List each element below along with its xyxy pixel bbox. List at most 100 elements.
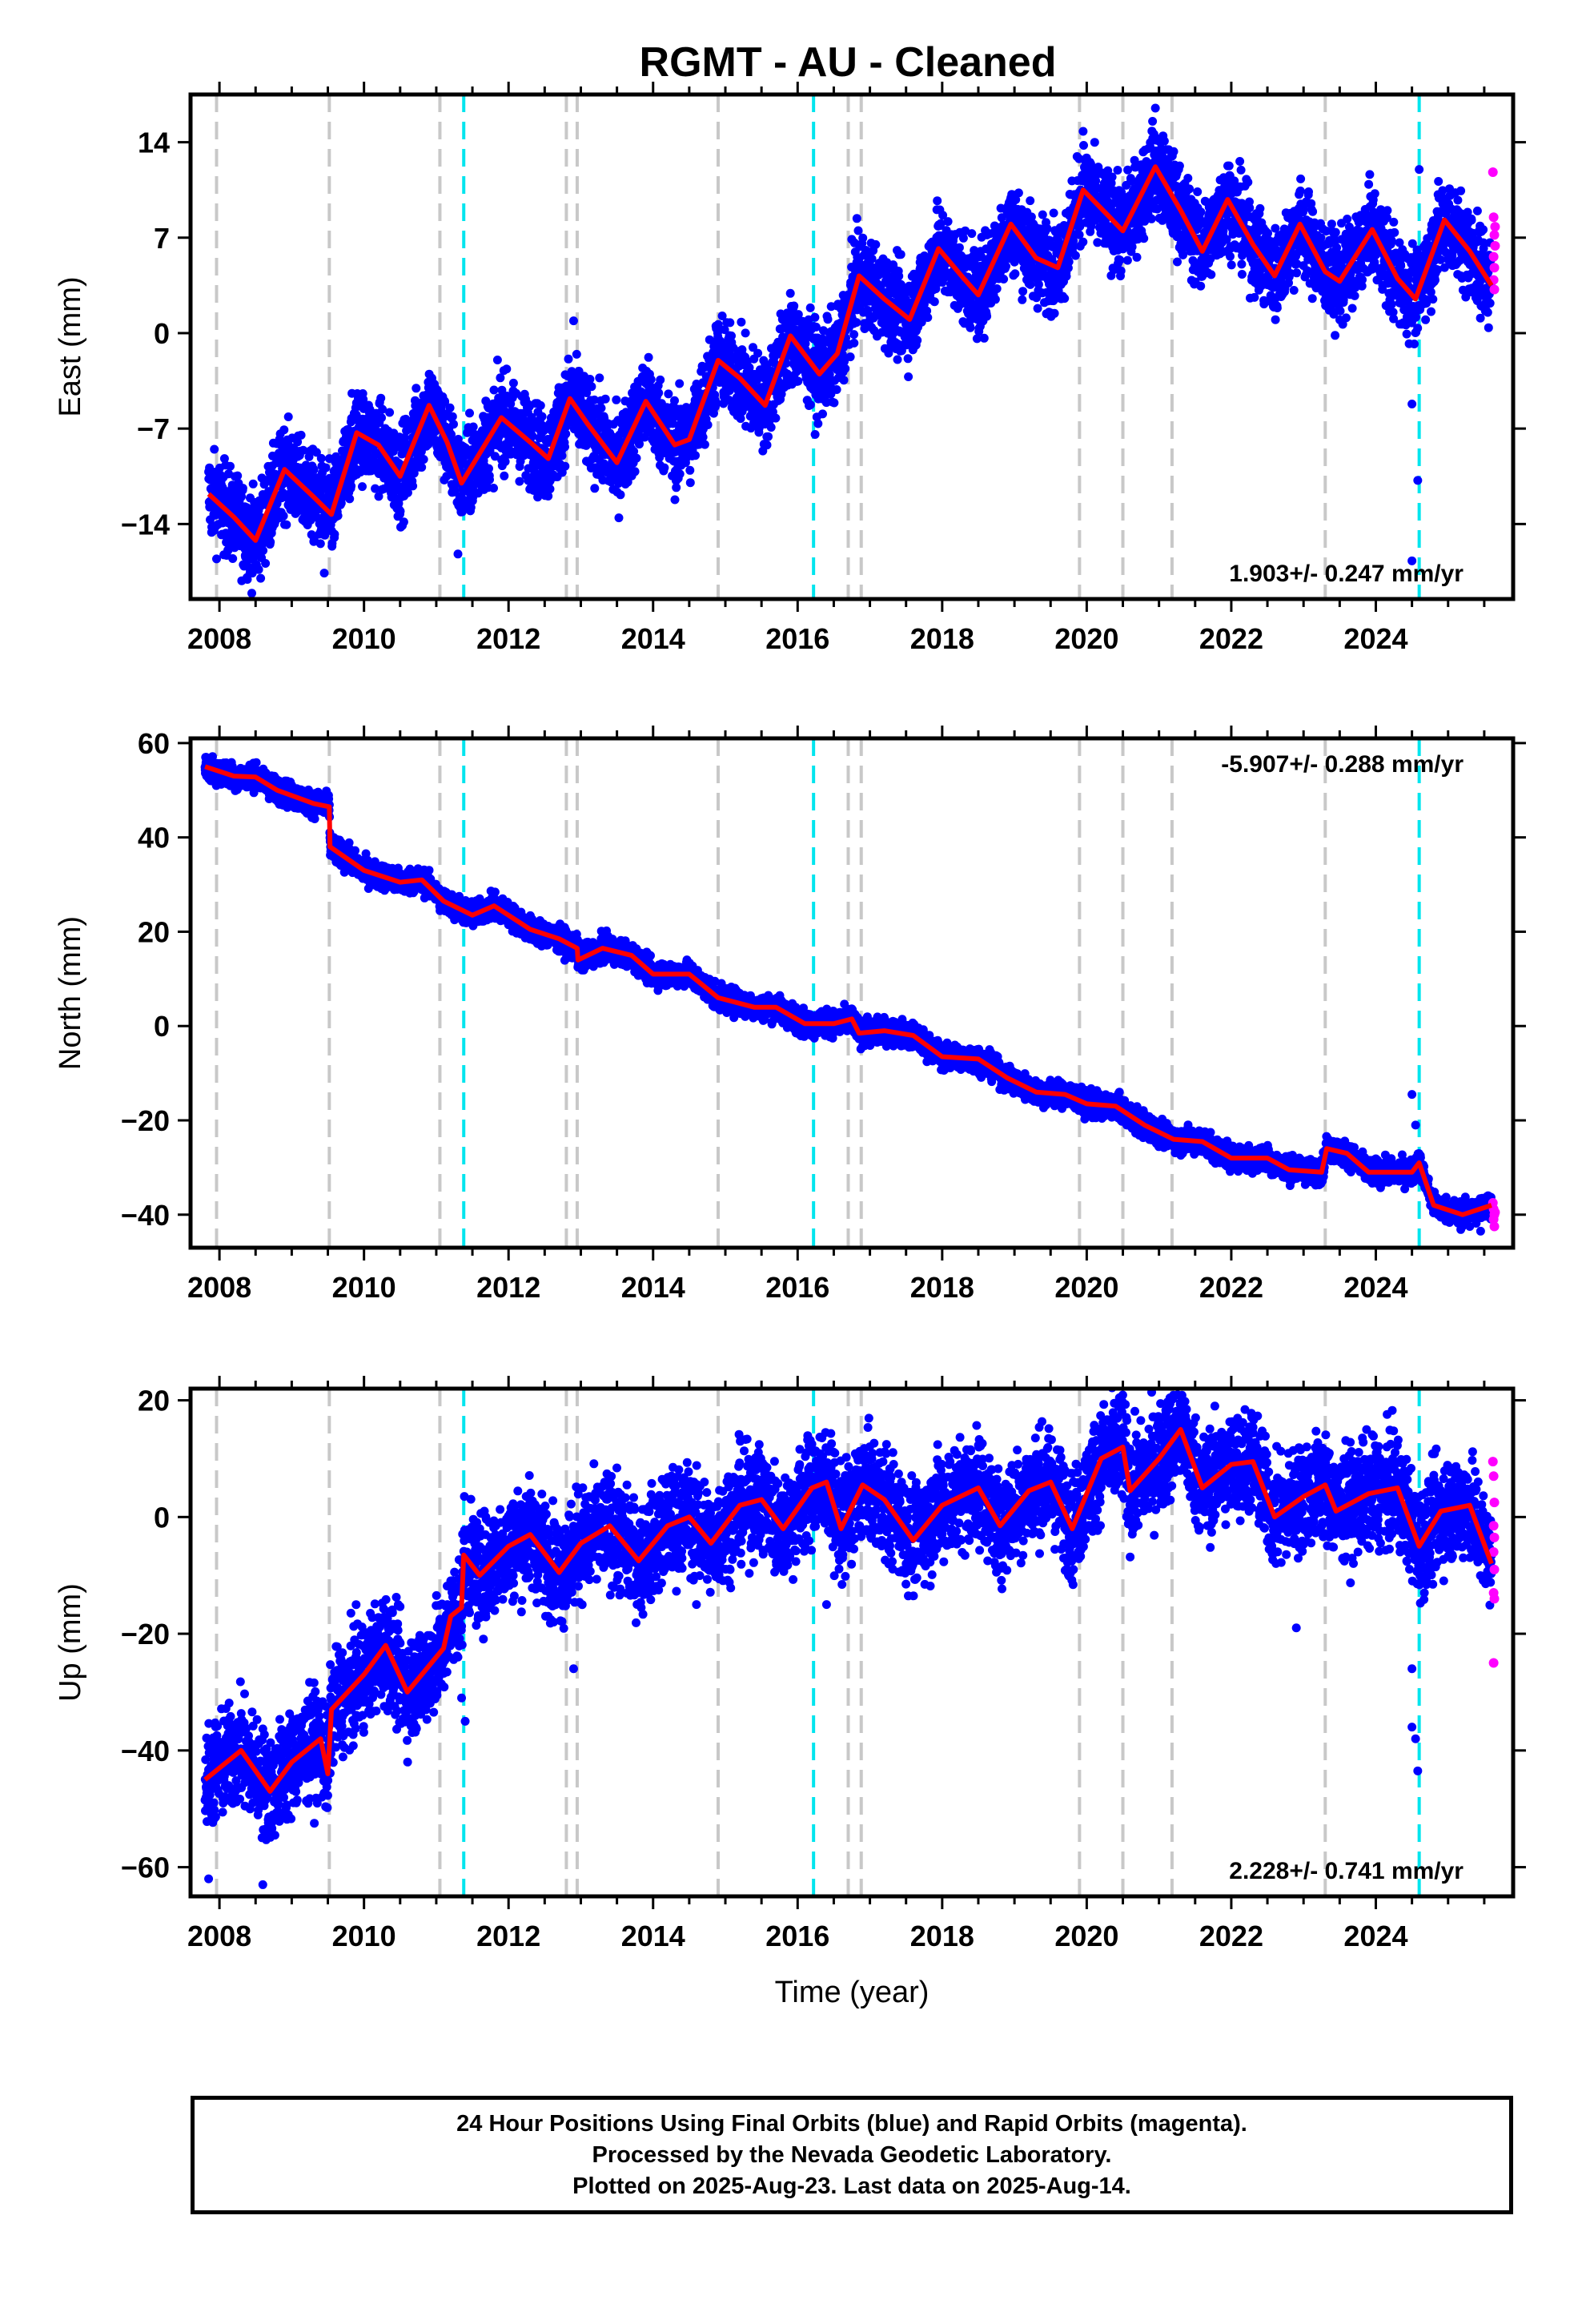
data-point xyxy=(466,503,476,513)
data-point xyxy=(408,481,418,491)
data-point xyxy=(512,450,521,460)
data-point xyxy=(489,385,499,395)
data-point xyxy=(1049,208,1058,218)
data-point xyxy=(564,354,573,364)
data-point xyxy=(670,396,679,405)
data-point xyxy=(829,398,839,408)
data-point xyxy=(330,529,339,539)
data-point xyxy=(832,385,841,394)
data-point xyxy=(600,394,610,404)
data-point xyxy=(256,573,266,583)
data-point xyxy=(502,364,512,374)
data-point xyxy=(587,382,596,392)
data-point xyxy=(377,413,386,423)
data-point xyxy=(789,301,799,311)
data-point xyxy=(589,395,599,404)
data-point xyxy=(793,376,803,386)
data-point xyxy=(1169,147,1178,156)
data-point xyxy=(445,403,455,412)
data-point xyxy=(515,476,524,486)
data-point xyxy=(1042,223,1052,233)
data-point xyxy=(283,412,293,421)
data-point xyxy=(614,513,624,523)
data-point xyxy=(394,499,404,509)
data-point xyxy=(248,479,258,489)
data-point xyxy=(266,537,275,547)
data-point xyxy=(664,389,673,399)
data-point xyxy=(376,393,386,403)
data-point xyxy=(1148,117,1158,126)
data-point xyxy=(923,313,933,322)
data-point xyxy=(810,430,820,439)
data-point xyxy=(468,422,478,432)
data-point xyxy=(1034,279,1043,289)
data-point xyxy=(1185,184,1195,194)
data-point xyxy=(966,323,975,332)
data-point xyxy=(1113,166,1122,175)
data-point xyxy=(1033,304,1042,313)
data-point xyxy=(228,554,238,563)
data-point xyxy=(1146,214,1156,223)
data-point xyxy=(449,420,458,429)
data-point xyxy=(867,254,877,263)
data-point xyxy=(448,412,457,421)
data-point xyxy=(210,444,219,454)
data-point xyxy=(545,485,555,494)
data-point xyxy=(943,217,953,227)
data-point xyxy=(852,214,861,223)
data-point xyxy=(417,463,427,472)
data-point xyxy=(321,463,331,472)
data-point xyxy=(316,453,326,463)
data-point xyxy=(1115,255,1125,265)
data-point xyxy=(1116,266,1126,275)
data-point xyxy=(1070,251,1080,260)
data-point xyxy=(703,420,713,429)
data-point xyxy=(497,385,507,395)
data-point xyxy=(660,463,669,472)
data-point xyxy=(1078,237,1088,247)
data-point xyxy=(805,400,815,409)
data-point xyxy=(296,430,306,440)
data-point xyxy=(725,318,735,328)
data-point xyxy=(489,484,498,493)
data-point xyxy=(1090,138,1099,147)
data-point xyxy=(399,517,408,527)
data-point xyxy=(572,349,581,359)
data-point xyxy=(893,355,902,364)
data-point xyxy=(440,397,450,407)
data-point xyxy=(282,520,291,529)
data-point xyxy=(656,375,665,384)
data-point xyxy=(1122,255,1132,265)
data-point xyxy=(247,589,256,598)
data-point xyxy=(496,373,505,383)
data-point xyxy=(700,440,709,449)
data-point xyxy=(1064,257,1074,267)
data-point xyxy=(1132,252,1142,262)
data-point xyxy=(818,409,827,419)
data-point xyxy=(396,506,405,516)
data-point xyxy=(465,408,474,418)
data-point xyxy=(544,492,553,501)
data-point xyxy=(810,312,820,322)
data-point xyxy=(371,484,380,493)
data-point xyxy=(279,425,289,435)
final-orbit-points xyxy=(204,117,1496,598)
data-point xyxy=(1060,294,1070,304)
data-point xyxy=(853,226,863,235)
data-point xyxy=(419,455,428,464)
data-point xyxy=(1062,271,1071,281)
data-point xyxy=(536,400,545,410)
data-point xyxy=(737,317,746,327)
data-point xyxy=(500,471,509,480)
data-point xyxy=(849,330,859,340)
data-point xyxy=(1038,210,1047,219)
data-point xyxy=(992,284,1002,293)
data-point xyxy=(233,471,243,480)
data-point xyxy=(1139,234,1149,243)
data-point xyxy=(261,559,271,568)
data-point xyxy=(896,250,905,259)
data-point xyxy=(672,483,681,493)
data-point xyxy=(223,546,233,555)
data-point xyxy=(1010,269,1020,279)
